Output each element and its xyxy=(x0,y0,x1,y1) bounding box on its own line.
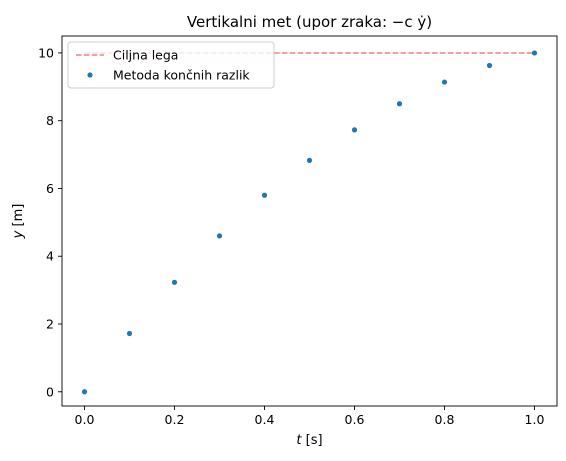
y-axis-variable: y xyxy=(11,230,26,239)
axes-frame xyxy=(61,35,558,407)
legend-box xyxy=(67,41,275,89)
x-tick-label: 0.6 xyxy=(345,412,365,427)
x-tick-label: 0.0 xyxy=(75,412,95,427)
y-tick-label: 2 xyxy=(46,317,54,332)
x-axis-label: t [s] xyxy=(296,433,322,448)
data-point xyxy=(126,330,133,337)
data-point xyxy=(486,62,493,69)
data-point xyxy=(216,233,223,239)
data-point xyxy=(531,50,538,56)
data-point xyxy=(306,157,313,163)
y-tick-label: 8 xyxy=(46,113,54,128)
data-point xyxy=(81,389,88,395)
legend-label: Metoda končnih razlik xyxy=(113,68,250,83)
plot-background xyxy=(62,36,557,406)
data-point xyxy=(261,192,268,198)
y-tick-label: 6 xyxy=(46,181,54,196)
chart-title: Vertikalni met (upor zraka: −c ẏ) xyxy=(187,13,432,31)
plot-area xyxy=(62,36,557,406)
data-point xyxy=(441,79,448,85)
legend: Ciljna lega Metoda končnih razlik xyxy=(67,41,275,89)
y-tick-label: 4 xyxy=(46,249,54,264)
axes-layer: 0.0 0.2 0.4 0.6 0.8 1.0 0 2 4 6 8 10 xyxy=(38,35,558,427)
x-axis-unit: [s] xyxy=(302,433,323,448)
legend-swatch-point xyxy=(87,72,93,78)
y-axis-unit: [m] xyxy=(11,204,26,231)
x-tick-label: 0.8 xyxy=(435,412,455,427)
y-axis-label: y [m] xyxy=(11,204,26,240)
x-tick-label: 0.2 xyxy=(165,412,185,427)
y-tick-label: 10 xyxy=(38,45,54,60)
x-axis-variable: t xyxy=(296,433,302,448)
data-point xyxy=(351,127,358,133)
x-tick-label: 0.4 xyxy=(255,412,275,427)
data-point xyxy=(396,101,403,107)
y-tick-label: 0 xyxy=(46,384,54,399)
x-tick-label: 1.0 xyxy=(525,412,545,427)
data-point xyxy=(171,279,178,285)
legend-label: Ciljna lega xyxy=(113,48,178,63)
